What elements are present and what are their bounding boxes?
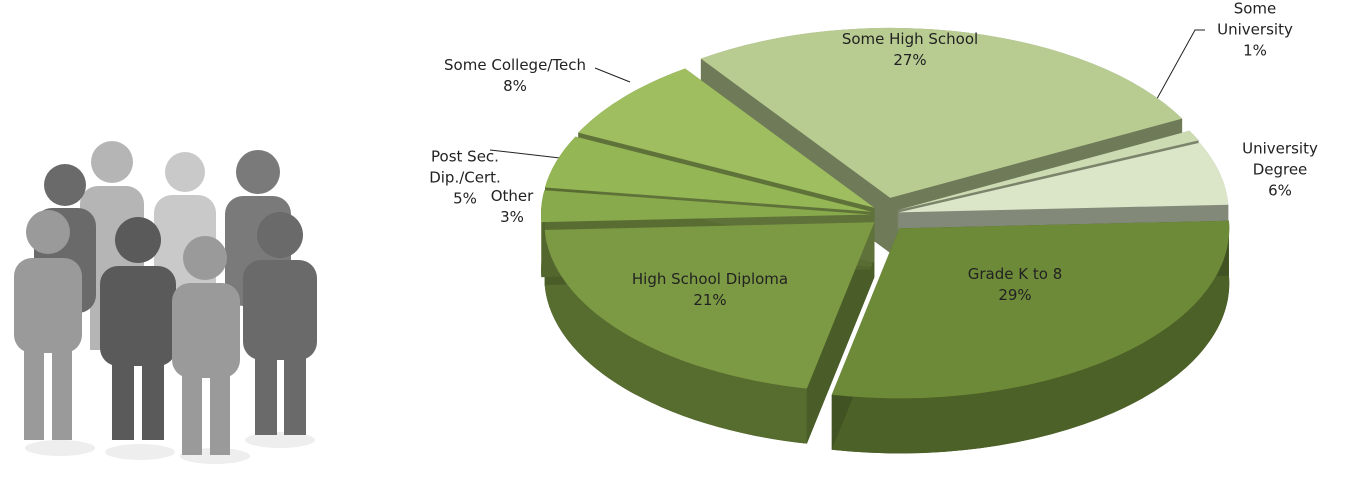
people [14, 141, 317, 464]
slice [897, 130, 1199, 211]
slice-label: Post Sec. Dip./Cert. 5% [429, 147, 501, 210]
slice [541, 190, 872, 223]
slice-label: Some High School 27% [842, 29, 978, 71]
slice-label: Other 3% [491, 186, 534, 228]
value-label: 21% [693, 291, 727, 309]
slice [544, 222, 875, 389]
people-illustration [14, 141, 317, 464]
slice [831, 220, 1230, 399]
slice-label: Grade K to 8 29% [968, 264, 1062, 306]
value-label: 29% [998, 286, 1032, 304]
value-label: 3% [500, 208, 524, 226]
slice [700, 27, 1183, 198]
value-label: 8% [503, 77, 527, 95]
category-name: Some High School [841, 30, 979, 48]
slice-side [544, 229, 807, 444]
slice-label: Some University 1% [1198, 0, 1313, 62]
slice [544, 136, 872, 212]
slice-label: University Degree 6% [1235, 139, 1325, 202]
slice-label: Some College/Tech 8% [444, 55, 586, 97]
slice [578, 68, 875, 208]
category-name: Other [490, 187, 534, 205]
value-label: 27% [893, 51, 927, 69]
category-name: Grade K to 8 [967, 265, 1063, 283]
value-label: 1% [1243, 41, 1267, 60]
value-label: 6% [1268, 181, 1292, 200]
category-name: Post Sec. Dip./Cert. [429, 147, 501, 187]
slice [898, 142, 1229, 213]
category-name: High School Diploma [631, 270, 789, 288]
slice-side [831, 220, 1230, 454]
category-name: Some University [1217, 0, 1293, 39]
category-name: Some College/Tech [444, 56, 586, 74]
value-label: 5% [453, 189, 477, 208]
category-name: University Degree [1242, 139, 1318, 179]
slice-label: High School Diploma 21% [632, 269, 788, 311]
